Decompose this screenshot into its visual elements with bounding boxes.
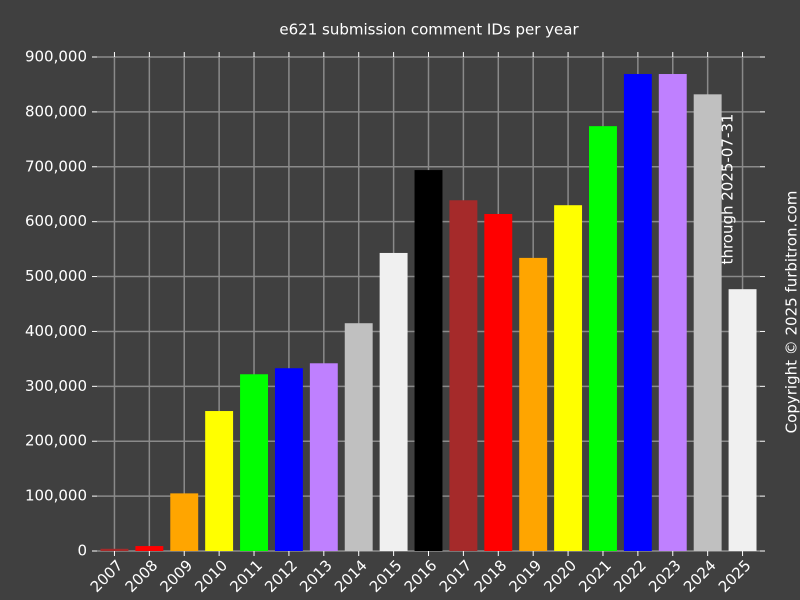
- bar: [554, 205, 583, 551]
- bar: [623, 74, 652, 551]
- y-tick-label: 200,000: [25, 432, 87, 450]
- x-tick-label: 2024: [680, 556, 720, 596]
- y-tick-label: 400,000: [25, 322, 87, 340]
- bar: [414, 170, 443, 551]
- x-tick-label: 2013: [296, 556, 336, 596]
- x-tick-label: 2025: [715, 556, 755, 596]
- x-tick-label: 2015: [366, 556, 406, 596]
- x-tick-label: 2008: [122, 556, 162, 596]
- x-tick-label: 2012: [261, 556, 301, 596]
- bar: [449, 200, 478, 551]
- x-tick-label: 2014: [331, 556, 371, 596]
- x-tick-label: 2009: [157, 556, 197, 596]
- bar: [135, 546, 164, 551]
- y-tick-label: 600,000: [25, 212, 87, 230]
- x-tick-label: 2010: [191, 556, 231, 596]
- bar: [728, 289, 757, 551]
- x-tick-label: 2020: [540, 556, 580, 596]
- bar: [379, 252, 408, 551]
- x-tick-label: 2018: [471, 556, 511, 596]
- bar: [658, 74, 687, 551]
- bar: [344, 323, 373, 551]
- bar: [589, 126, 617, 551]
- x-tick-label: 2022: [610, 556, 650, 596]
- y-tick-label: 700,000: [25, 157, 87, 175]
- bar: [100, 548, 129, 551]
- y-tick-label: 500,000: [25, 267, 87, 285]
- y-tick-label: 100,000: [25, 487, 87, 505]
- bar: [240, 374, 268, 551]
- bar: [274, 368, 303, 551]
- bar: [205, 411, 234, 551]
- bar: [170, 493, 199, 551]
- x-tick-label: 2019: [505, 556, 545, 596]
- annotation: through 2025-07-31: [719, 114, 737, 265]
- y-tick-label: 0: [77, 542, 87, 560]
- x-tick-label: 2011: [226, 556, 266, 596]
- x-tick-label: 2017: [436, 556, 476, 596]
- bar: [309, 363, 338, 551]
- copyright: Copyright © 2025 furbitron.com: [783, 191, 800, 434]
- chart-title: e621 submission comment IDs per year: [279, 21, 579, 39]
- y-tick-label: 900,000: [25, 48, 87, 66]
- y-tick-label: 300,000: [25, 377, 87, 395]
- bar: [519, 257, 548, 551]
- x-tick-label: 2023: [645, 556, 685, 596]
- x-tick-label: 2007: [87, 556, 127, 596]
- bar: [484, 213, 513, 551]
- x-tick-label: 2021: [575, 556, 615, 596]
- x-tick-label: 2016: [401, 556, 441, 596]
- y-tick-label: 800,000: [25, 102, 87, 120]
- bar: [693, 94, 722, 551]
